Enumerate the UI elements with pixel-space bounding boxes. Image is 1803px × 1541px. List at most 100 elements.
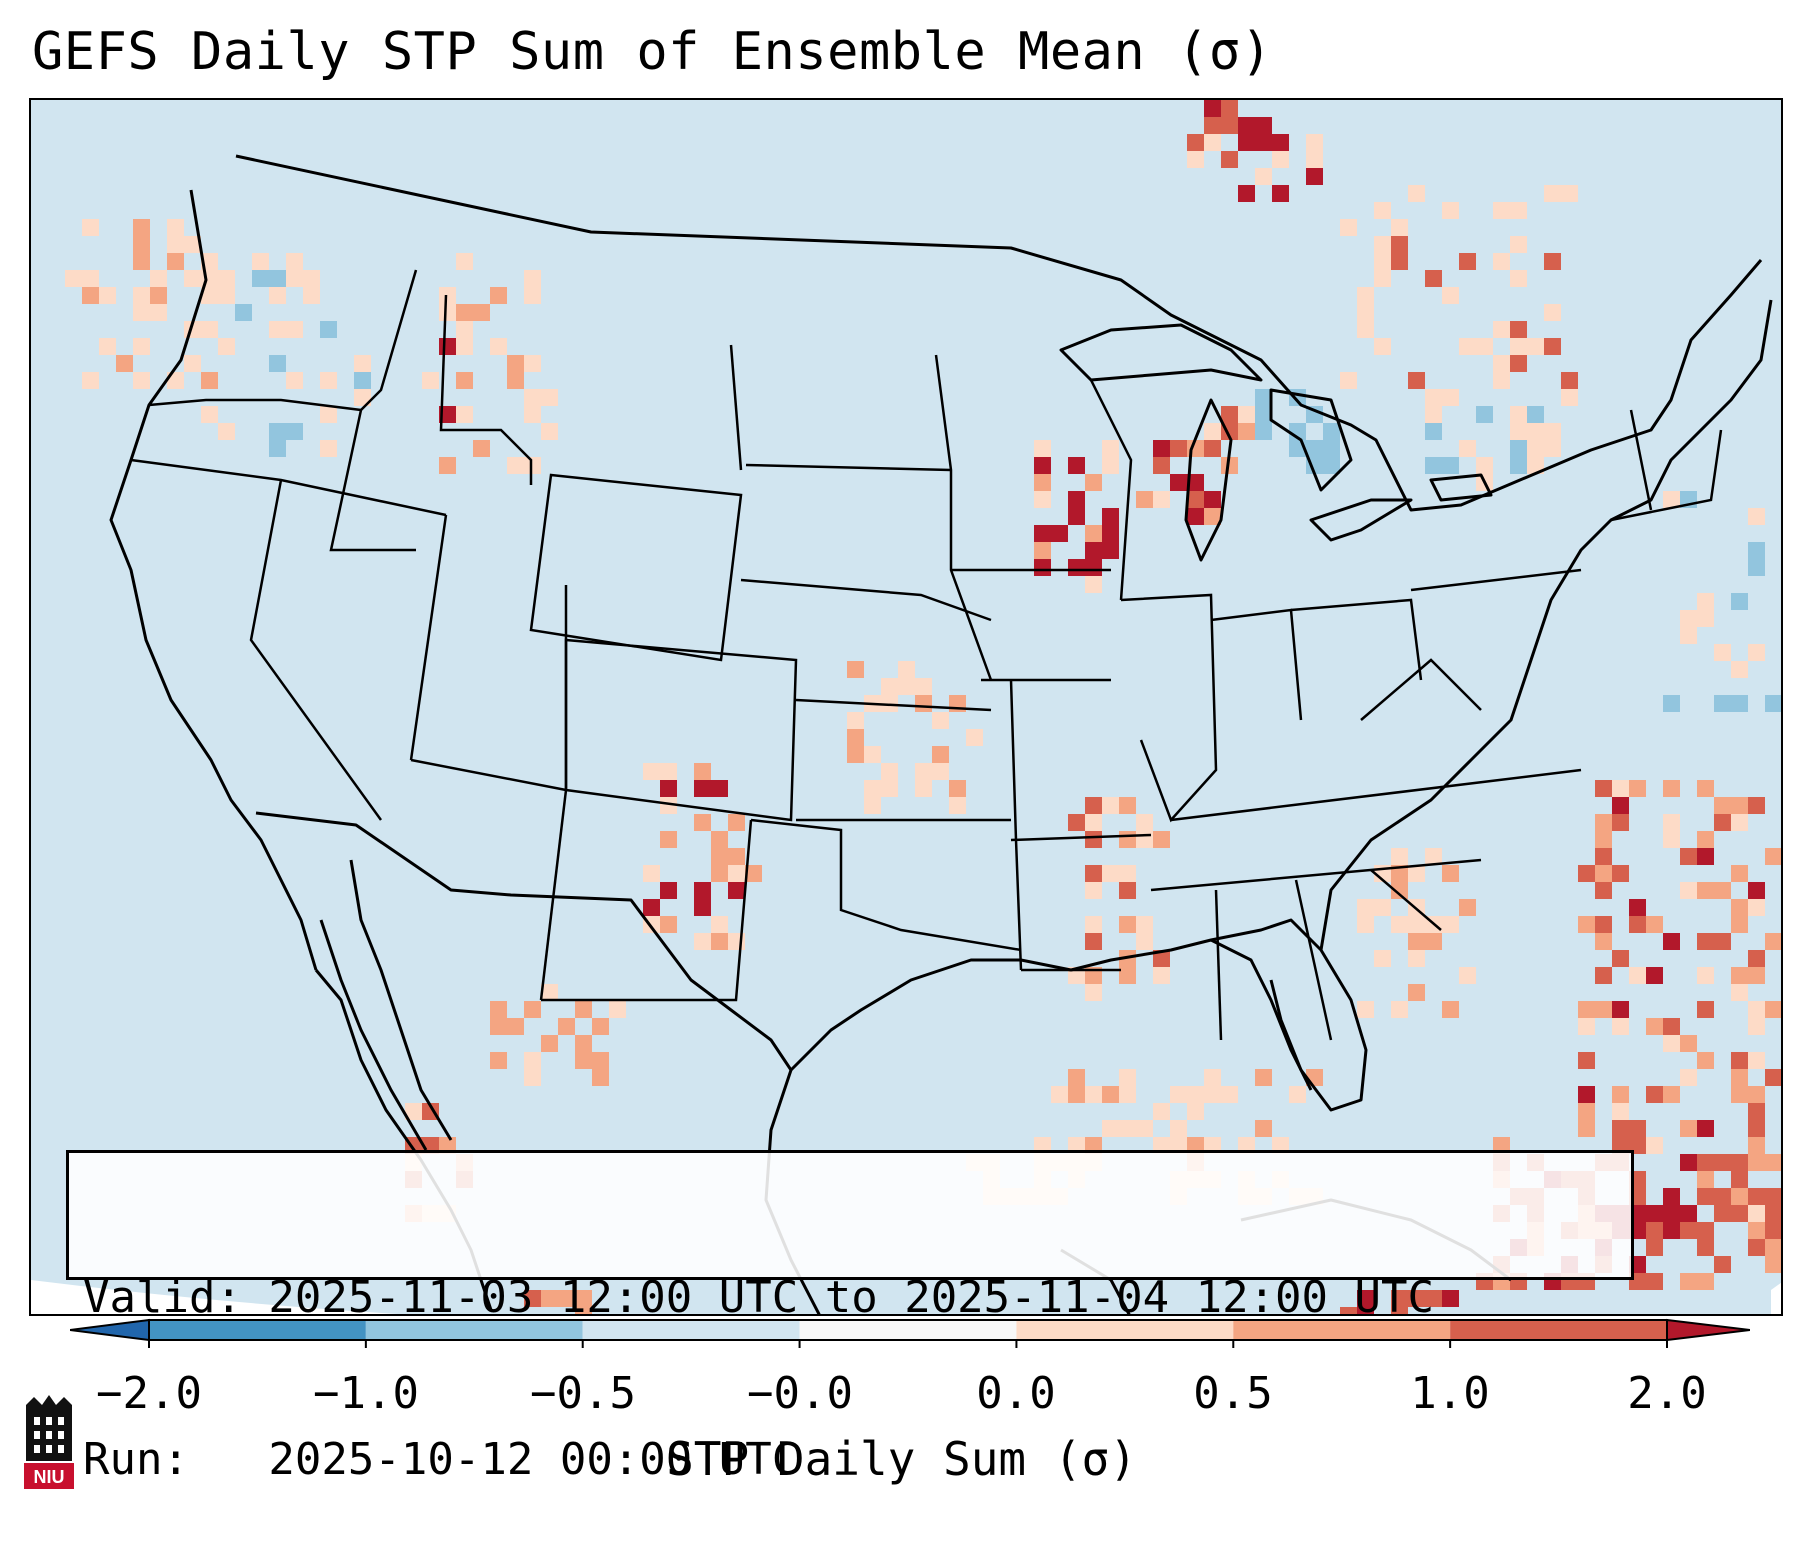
anomaly-cell xyxy=(1255,134,1272,151)
anomaly-cell xyxy=(1663,1205,1680,1222)
anomaly-cell xyxy=(1119,882,1136,899)
anomaly-cell xyxy=(490,1018,507,1035)
anomaly-cell xyxy=(1119,1086,1136,1103)
anomaly-cell xyxy=(711,780,728,797)
anomaly-cell xyxy=(1714,814,1731,831)
anomaly-cell xyxy=(1765,1256,1781,1273)
anomaly-cell xyxy=(1391,219,1408,236)
anomaly-cell xyxy=(456,338,473,355)
anomaly-cell xyxy=(932,712,949,729)
lake-michigan xyxy=(1184,398,1233,562)
anomaly-cell xyxy=(558,1290,575,1307)
anomaly-cell xyxy=(1782,933,1783,950)
anomaly-cell xyxy=(949,797,966,814)
anomaly-cell xyxy=(711,848,728,865)
map-panel[interactable] xyxy=(29,98,1783,1316)
anomaly-cell xyxy=(1153,1103,1170,1120)
anomaly-cell xyxy=(1187,508,1204,525)
anomaly-cell xyxy=(1391,848,1408,865)
colorbar-tick-label: 0.5 xyxy=(1193,1368,1273,1419)
anomaly-cell xyxy=(1408,202,1425,219)
anomaly-cell xyxy=(1646,1086,1663,1103)
anomaly-cell xyxy=(201,253,218,270)
anomaly-cell xyxy=(1629,916,1646,933)
anomaly-cell xyxy=(643,763,660,780)
anomaly-cell xyxy=(167,236,184,253)
anomaly-cell xyxy=(1068,1086,1085,1103)
anomaly-cell xyxy=(1425,457,1442,474)
anomaly-cell xyxy=(541,389,558,406)
anomaly-cell xyxy=(1493,355,1510,372)
anomaly-cell xyxy=(218,270,235,287)
anomaly-cell xyxy=(1646,1018,1663,1035)
anomaly-cell xyxy=(269,440,286,457)
anomaly-cell xyxy=(1153,440,1170,457)
anomaly-cell xyxy=(1748,797,1765,814)
anomaly-cell xyxy=(1493,202,1510,219)
anomaly-cell xyxy=(1034,542,1051,559)
anomaly-cell xyxy=(1629,967,1646,984)
anomaly-cell xyxy=(1680,610,1697,627)
colorbar xyxy=(70,1318,1750,1348)
anomaly-cell xyxy=(1357,1307,1374,1314)
anomaly-cell xyxy=(1391,865,1408,882)
ne-states xyxy=(1610,429,1723,522)
anomaly-cell xyxy=(1170,1137,1187,1154)
anomaly-cell xyxy=(1476,457,1493,474)
mo-east xyxy=(1009,679,1023,971)
colorbar-label: STP Daily Sum (σ) xyxy=(666,1432,1137,1486)
anomaly-cell xyxy=(1085,797,1102,814)
anomaly-cell xyxy=(1272,151,1289,168)
anomaly-cell xyxy=(1170,1086,1187,1103)
anomaly-cell xyxy=(1357,899,1374,916)
anomaly-cell xyxy=(1578,1103,1595,1120)
anomaly-cell xyxy=(966,729,983,746)
anomaly-cell xyxy=(1204,491,1221,508)
anomaly-cell xyxy=(1391,1290,1408,1307)
anomaly-cell xyxy=(1714,695,1731,712)
anomaly-cell xyxy=(1748,542,1765,559)
anomaly-cell xyxy=(1663,1035,1680,1052)
anomaly-cell xyxy=(1663,814,1680,831)
anomaly-cell xyxy=(1221,151,1238,168)
anomaly-cell xyxy=(1748,1154,1765,1171)
anomaly-cell xyxy=(1697,1222,1714,1239)
anomaly-cell xyxy=(1782,916,1783,933)
anomaly-cell xyxy=(1782,1086,1783,1103)
anomaly-cell xyxy=(592,1018,609,1035)
anomaly-cell xyxy=(1374,899,1391,916)
anomaly-cell xyxy=(354,389,371,406)
anomaly-cell xyxy=(1765,1001,1781,1018)
anomaly-cell xyxy=(1663,1188,1680,1205)
anomaly-cell xyxy=(1374,270,1391,287)
anomaly-cell xyxy=(1510,236,1527,253)
anomaly-cell xyxy=(286,372,303,389)
valid-time: Valid: 2025-11-03 12:00 UTC to 2025-11-0… xyxy=(83,1272,1435,1323)
anomaly-cell xyxy=(133,287,150,304)
anomaly-cell xyxy=(1442,865,1459,882)
anomaly-cell xyxy=(1085,916,1102,933)
anomaly-cell xyxy=(1187,474,1204,491)
lake-erie xyxy=(1309,498,1413,542)
anomaly-cell xyxy=(1629,1120,1646,1137)
anomaly-cell xyxy=(898,678,915,695)
anomaly-cell xyxy=(1612,1001,1629,1018)
anomaly-cell xyxy=(1187,151,1204,168)
anomaly-cell xyxy=(1748,950,1765,967)
anomaly-cell xyxy=(694,882,711,899)
anomaly-cell xyxy=(1663,491,1680,508)
anomaly-cell xyxy=(286,253,303,270)
anomaly-cell xyxy=(1034,1137,1051,1154)
anomaly-cell xyxy=(1544,185,1561,202)
anomaly-cell xyxy=(898,661,915,678)
anomaly-cell xyxy=(1680,1154,1697,1171)
anomaly-cell xyxy=(1748,882,1765,899)
anomaly-cell xyxy=(1187,1103,1204,1120)
anomaly-cell xyxy=(286,270,303,287)
anomaly-cell xyxy=(1459,440,1476,457)
anomaly-cell xyxy=(1357,1290,1374,1307)
anomaly-cell xyxy=(1748,1001,1765,1018)
anomaly-cell xyxy=(286,423,303,440)
anomaly-cell xyxy=(694,899,711,916)
anomaly-cell xyxy=(1187,491,1204,508)
